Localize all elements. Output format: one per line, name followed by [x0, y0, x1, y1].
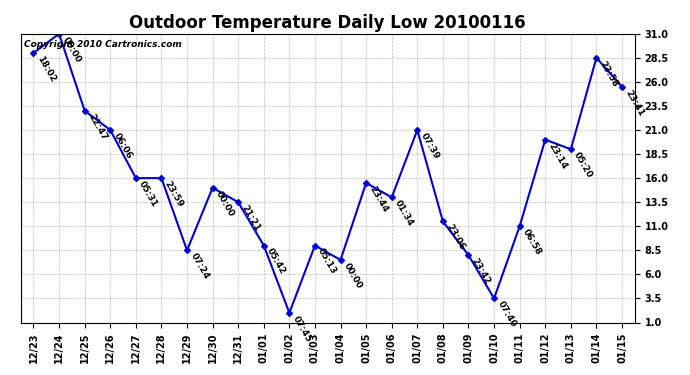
- Text: 23:58: 23:58: [598, 59, 620, 88]
- Text: 05:42: 05:42: [265, 247, 287, 276]
- Text: 00:00: 00:00: [214, 189, 236, 218]
- Text: 05:13: 05:13: [316, 247, 338, 276]
- Text: 00:00: 00:00: [61, 35, 82, 64]
- Text: 22:47: 22:47: [86, 112, 108, 142]
- Text: 21:21: 21:21: [239, 204, 262, 233]
- Text: 06:06: 06:06: [112, 131, 134, 160]
- Text: 18:02: 18:02: [35, 54, 57, 84]
- Text: 07:40: 07:40: [495, 300, 518, 329]
- Text: 23:42: 23:42: [470, 256, 492, 286]
- Text: 05:31: 05:31: [137, 180, 159, 209]
- Text: 23:44: 23:44: [368, 184, 390, 214]
- Text: 23:14: 23:14: [546, 141, 569, 170]
- Title: Outdoor Temperature Daily Low 20100116: Outdoor Temperature Daily Low 20100116: [130, 14, 526, 32]
- Text: 06:58: 06:58: [521, 228, 543, 257]
- Text: 23:06: 23:06: [444, 223, 466, 252]
- Text: 23:59: 23:59: [163, 180, 185, 209]
- Text: 07:39: 07:39: [419, 131, 441, 161]
- Text: 23:41: 23:41: [623, 88, 646, 117]
- Text: 00:00: 00:00: [342, 261, 364, 290]
- Text: Copyright 2010 Cartronics.com: Copyright 2010 Cartronics.com: [23, 39, 181, 48]
- Text: 07:45: 07:45: [290, 314, 313, 344]
- Text: 05:20: 05:20: [572, 151, 594, 180]
- Text: 07:24: 07:24: [188, 252, 210, 281]
- Text: 01:34: 01:34: [393, 199, 415, 228]
